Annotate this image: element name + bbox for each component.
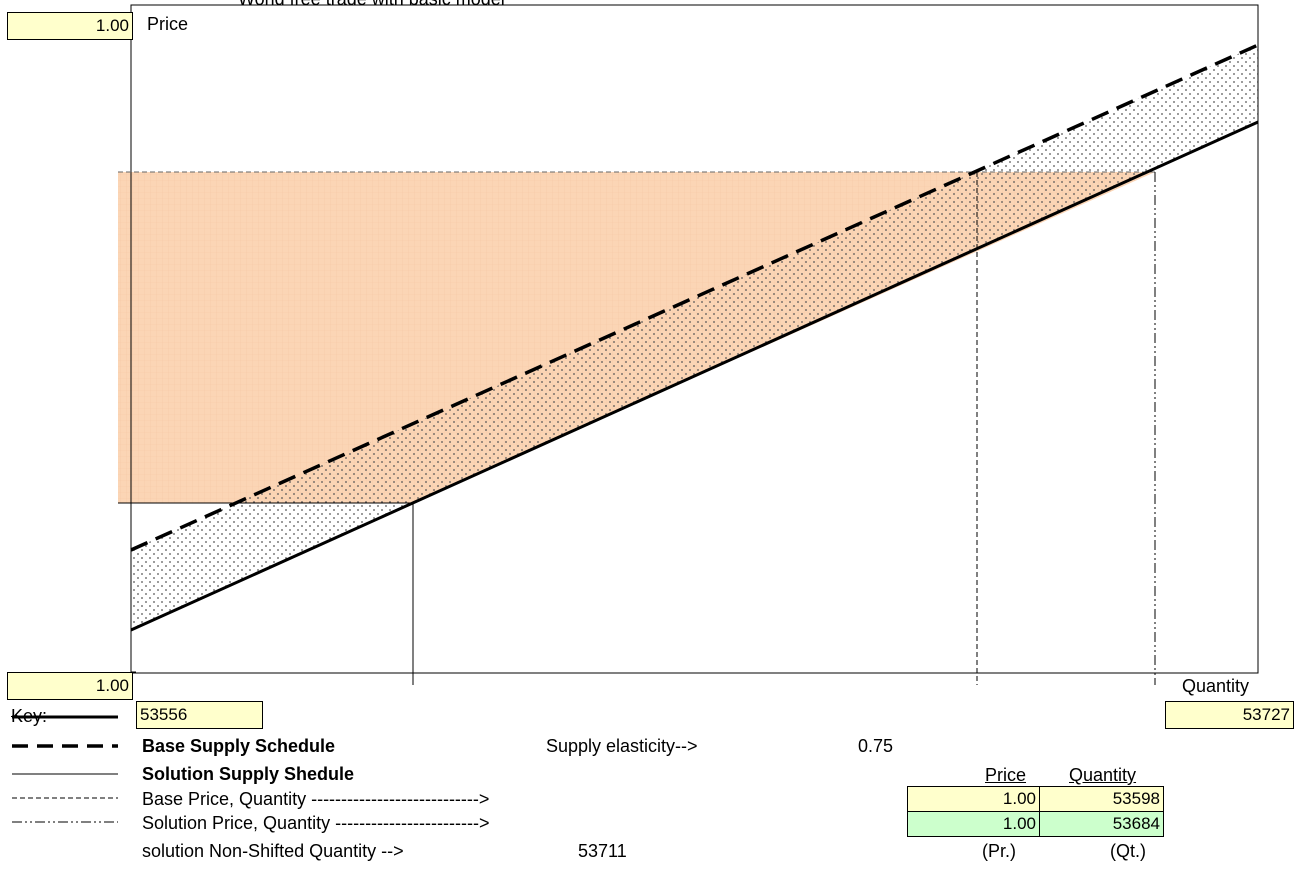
supply-chart (118, 4, 1259, 685)
solution-supply-curve (130, 120, 1259, 632)
price-max-cell[interactable]: 1.00 (7, 12, 133, 40)
quantity-max-cell[interactable]: 53727 (1165, 701, 1294, 729)
legend-base-pq-label: Base Price, Quantity -------------------… (142, 789, 490, 809)
elasticity-value: 0.75 (858, 736, 894, 756)
solution-price-cell[interactable]: 1.00 (907, 811, 1040, 837)
supply-shift-band (131, 45, 1258, 630)
legend-solution-supply-label: Solution Supply Shedule (142, 764, 355, 784)
plot-area (130, 4, 1259, 674)
base-price-cell[interactable]: 1.00 (907, 786, 1040, 812)
y-axis-label: Price (147, 14, 189, 34)
legend-non-shifted-label: solution Non-Shifted Quantity --> (142, 841, 404, 861)
legend-base-supply-label: Base Supply Schedule (142, 736, 336, 756)
elasticity-label: Supply elasticity--> (546, 736, 698, 756)
legend-swatches (12, 715, 118, 823)
quantity-min-cell[interactable]: 53556 (136, 701, 263, 729)
price-min-cell[interactable]: 1.00 (7, 672, 133, 700)
legend-solution-pq-label: Solution Price, Quantity ---------------… (142, 813, 490, 833)
base-quantity-cell[interactable]: 53598 (1039, 786, 1164, 812)
table-header-quantity: Quantity (1069, 765, 1137, 785)
non-shifted-quantity-value: 53711 (578, 841, 627, 861)
x-axis-label: Quantity (1182, 676, 1250, 696)
table-footer-price: (Pr.) (982, 841, 1016, 861)
table-footer-quantity: (Qt.) (1110, 841, 1146, 861)
solution-quantity-cell[interactable]: 53684 (1039, 811, 1164, 837)
table-header-price: Price (985, 765, 1027, 785)
base-supply-curve (130, 43, 1259, 552)
